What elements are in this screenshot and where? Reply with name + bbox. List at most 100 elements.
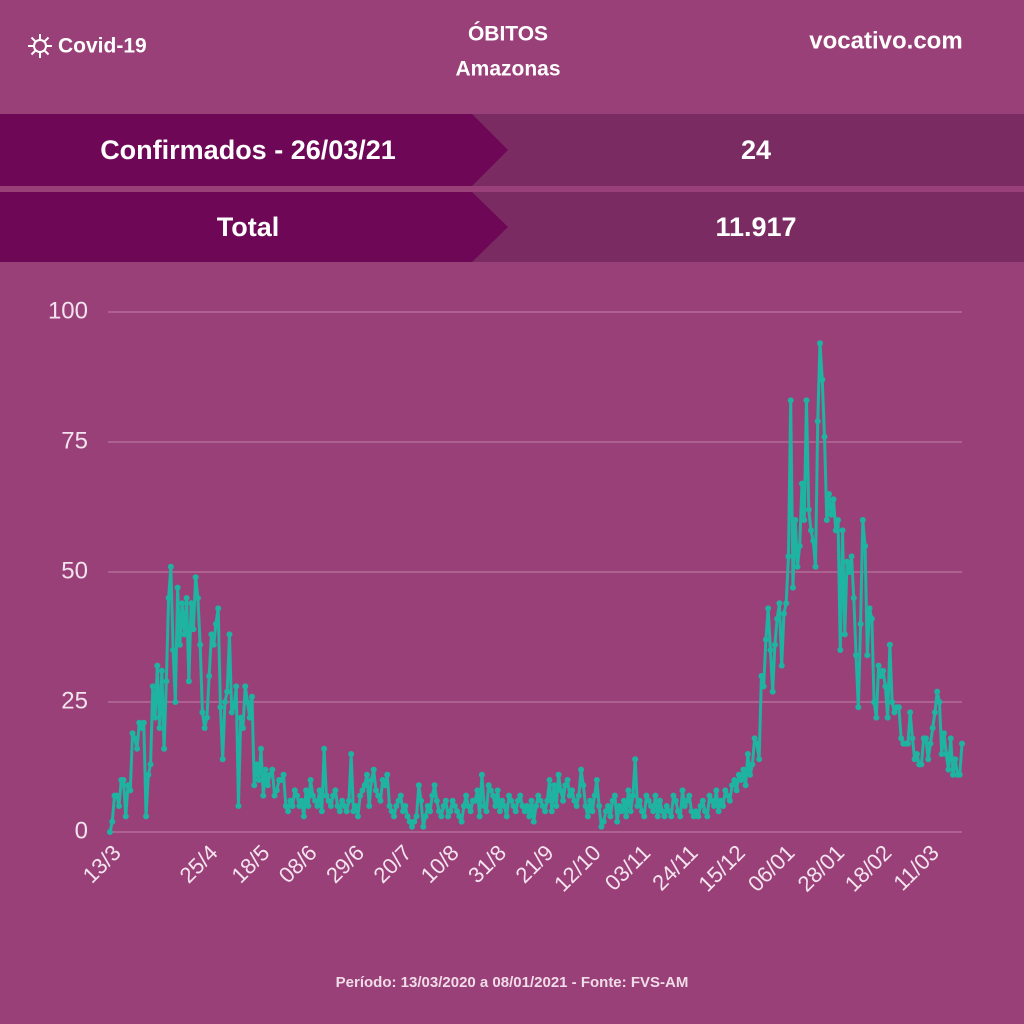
data-point [212,621,219,627]
data-point [938,751,945,757]
data-point [174,584,181,591]
data-point [889,699,896,705]
data-point [523,803,530,809]
data-point [294,792,301,799]
data-point [226,631,233,638]
data-point [600,818,607,825]
data-point [826,491,833,497]
data-point [587,797,594,804]
data-point [864,652,871,659]
data-point [445,813,452,820]
data-point [314,803,321,809]
data-point [298,797,305,804]
x-tick-label: 18/02 [840,840,897,897]
data-point [598,823,605,830]
data-point [749,761,756,768]
x-tick-label: 24/11 [647,840,702,895]
data-point [372,787,379,794]
data-point [654,813,661,820]
data-point [636,797,643,804]
data-point [512,808,519,815]
data-point [255,777,262,783]
data-point [440,803,447,809]
data-point [113,792,120,799]
footnote: Período: 13/03/2020 a 08/01/2021 - Fonte… [336,974,689,991]
data-point [514,797,521,804]
x-tick-label: 10/8 [416,840,464,888]
data-point [201,725,208,731]
data-point [659,808,666,815]
data-point [161,745,168,752]
data-point [190,626,197,633]
data-point [715,808,722,815]
x-tick-label: 13/3 [78,840,126,888]
data-point [679,787,686,794]
data-point [823,517,830,523]
data-point [316,787,323,794]
row-value: 24 [741,135,771,165]
data-point [778,662,785,669]
data-point [693,808,700,815]
data-point [952,756,959,763]
data-point [871,699,878,705]
data-point [149,683,156,690]
data-point [249,693,255,700]
data-point [418,797,425,804]
data-point [309,792,316,799]
data-point [661,813,668,820]
data-point [821,433,828,440]
data-point [285,808,292,815]
data-point [936,699,943,705]
data-point [494,787,501,794]
data-point [652,792,659,799]
data-point [837,647,844,653]
data-point [415,782,422,789]
label-bg [0,114,508,186]
data-point [287,797,294,804]
data-point [330,792,337,799]
data-point [850,595,857,601]
data-point [179,600,186,607]
data-point [107,829,113,835]
data-point [623,813,630,820]
data-point [487,787,494,794]
data-point [537,797,544,804]
data-point [940,730,947,737]
data-point [711,803,718,809]
data-point [296,803,303,809]
data-point [127,787,134,794]
data-point [747,771,754,778]
data-point [188,600,195,607]
data-point [665,808,672,815]
subtitle: Amazonas [455,58,560,81]
data-point [116,803,123,809]
data-point [199,709,206,716]
data-point [278,777,285,783]
data-point [253,761,260,768]
data-point [262,766,269,773]
data-point [472,797,479,804]
data-point [731,777,738,783]
data-point [792,517,799,523]
data-point [702,808,709,815]
data-point [521,808,528,815]
data-point [447,808,454,815]
data-point [197,641,204,648]
data-point [756,756,763,763]
data-point [381,782,388,789]
data-point [451,803,458,809]
data-point [404,813,411,820]
data-point [539,803,546,809]
data-point [307,777,314,783]
data-point [913,751,920,757]
data-point [208,631,215,638]
data-point [131,735,138,742]
data-point [185,678,192,685]
data-point [738,777,745,783]
data-point [866,605,873,612]
data-point [363,771,370,778]
data-point [582,803,589,809]
data-point [668,813,675,820]
data-point [690,813,697,820]
y-tick-label: 100 [48,297,88,324]
